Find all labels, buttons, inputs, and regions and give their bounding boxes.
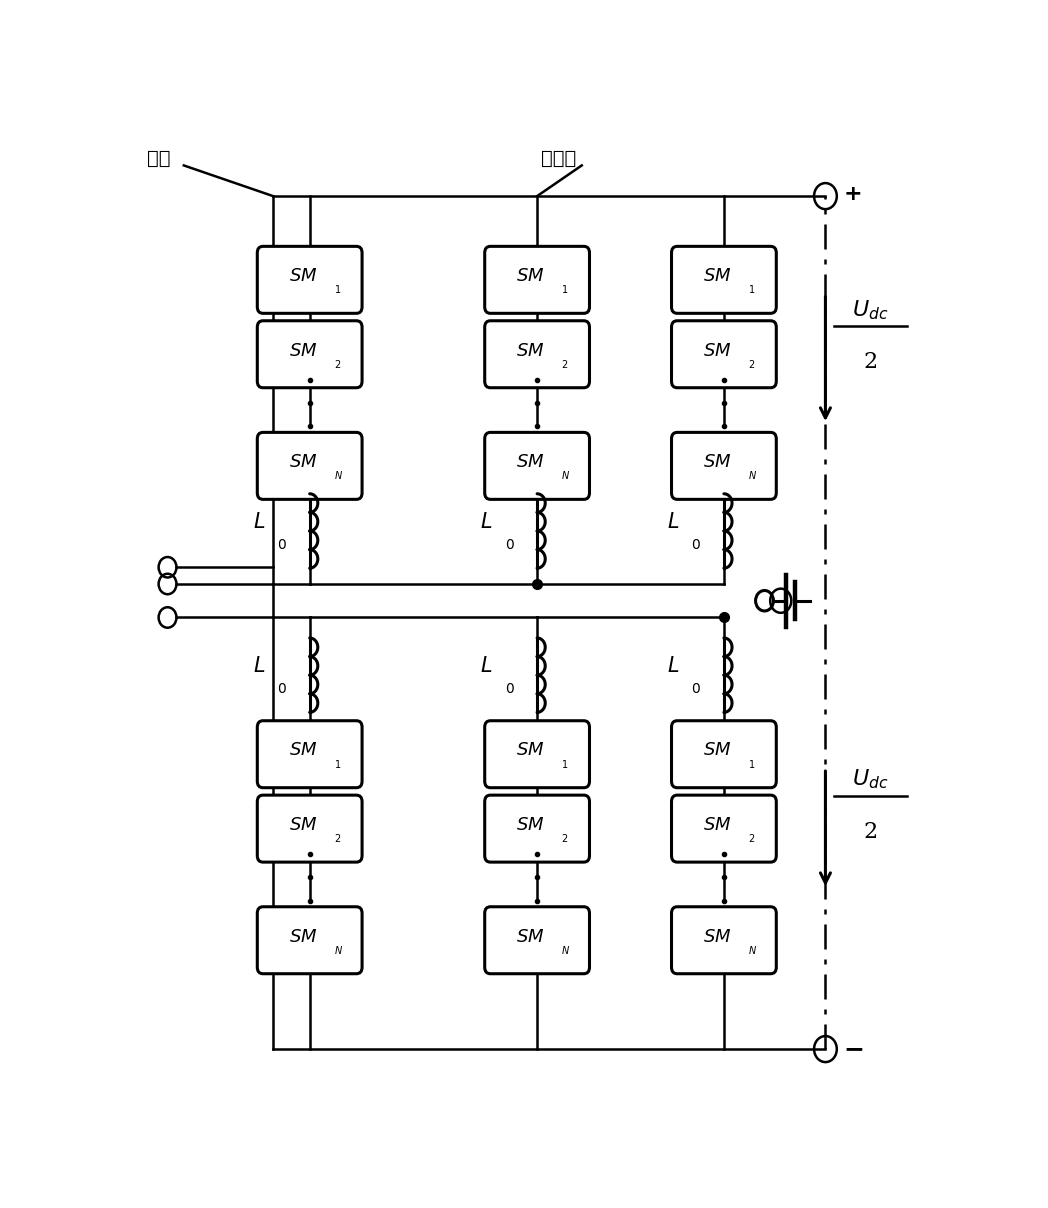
FancyBboxPatch shape <box>672 432 777 499</box>
Text: 2: 2 <box>864 352 877 373</box>
FancyBboxPatch shape <box>485 432 589 499</box>
Text: $_1$: $_1$ <box>562 756 569 771</box>
FancyBboxPatch shape <box>258 246 362 313</box>
Text: $\mathit{SM}$: $\mathit{SM}$ <box>517 267 545 285</box>
Text: $_1$: $_1$ <box>748 756 756 771</box>
Text: $_N$: $_N$ <box>562 942 571 957</box>
Text: 相单元: 相单元 <box>541 150 576 168</box>
Text: $\mathit{SM}$: $\mathit{SM}$ <box>289 742 318 760</box>
Text: $0$: $0$ <box>692 538 701 552</box>
Text: $_1$: $_1$ <box>334 756 342 771</box>
FancyBboxPatch shape <box>258 321 362 388</box>
Text: $\mathit{SM}$: $\mathit{SM}$ <box>703 267 732 285</box>
Text: $0$: $0$ <box>277 538 287 552</box>
Text: $_1$: $_1$ <box>748 283 756 296</box>
Text: $L$: $L$ <box>667 656 679 675</box>
Text: $L$: $L$ <box>253 512 265 532</box>
Text: $\mathit{SM}$: $\mathit{SM}$ <box>517 742 545 760</box>
Text: $\mathit{SM}$: $\mathit{SM}$ <box>703 928 732 946</box>
FancyBboxPatch shape <box>672 321 777 388</box>
Text: −: − <box>844 1038 865 1061</box>
Text: +: + <box>844 185 861 204</box>
Text: $0$: $0$ <box>692 683 701 696</box>
FancyBboxPatch shape <box>258 432 362 499</box>
Text: $\mathit{SM}$: $\mathit{SM}$ <box>517 453 545 471</box>
FancyBboxPatch shape <box>672 907 777 974</box>
Text: $0$: $0$ <box>505 683 515 696</box>
Text: $\mathit{SM}$: $\mathit{SM}$ <box>703 342 732 360</box>
Text: $0$: $0$ <box>277 683 287 696</box>
Text: $_N$: $_N$ <box>334 942 344 957</box>
Text: $_N$: $_N$ <box>748 942 758 957</box>
FancyBboxPatch shape <box>485 795 589 863</box>
Text: $L$: $L$ <box>480 512 493 532</box>
Text: $_1$: $_1$ <box>334 283 342 296</box>
Text: $\mathit{SM}$: $\mathit{SM}$ <box>517 815 545 834</box>
FancyBboxPatch shape <box>485 321 589 388</box>
Text: $_2$: $_2$ <box>748 831 756 844</box>
FancyBboxPatch shape <box>672 721 777 788</box>
Text: $_N$: $_N$ <box>748 469 758 482</box>
FancyBboxPatch shape <box>258 795 362 863</box>
Text: $\mathit{SM}$: $\mathit{SM}$ <box>703 815 732 834</box>
Text: $\mathit{SM}$: $\mathit{SM}$ <box>289 453 318 471</box>
Text: $\mathit{SM}$: $\mathit{SM}$ <box>289 928 318 946</box>
Text: $\mathit{SM}$: $\mathit{SM}$ <box>703 742 732 760</box>
Text: $_N$: $_N$ <box>562 469 571 482</box>
Text: $_2$: $_2$ <box>562 356 569 371</box>
Text: 桥臂: 桥臂 <box>147 150 171 168</box>
FancyBboxPatch shape <box>258 907 362 974</box>
Text: $L$: $L$ <box>480 656 493 675</box>
Text: $_2$: $_2$ <box>334 831 342 844</box>
Text: $\mathit{SM}$: $\mathit{SM}$ <box>289 267 318 285</box>
FancyBboxPatch shape <box>672 795 777 863</box>
Text: 2: 2 <box>864 821 877 843</box>
Text: $_1$: $_1$ <box>562 283 569 296</box>
Text: $\mathit{SM}$: $\mathit{SM}$ <box>289 342 318 360</box>
FancyBboxPatch shape <box>258 721 362 788</box>
Text: $_2$: $_2$ <box>748 356 756 371</box>
Text: $\mathit{SM}$: $\mathit{SM}$ <box>289 815 318 834</box>
Text: $L$: $L$ <box>253 656 265 675</box>
FancyBboxPatch shape <box>485 907 589 974</box>
Text: $U_{dc}$: $U_{dc}$ <box>852 298 889 321</box>
Text: $_N$: $_N$ <box>334 469 344 482</box>
Text: $L$: $L$ <box>667 512 679 532</box>
FancyBboxPatch shape <box>485 721 589 788</box>
Text: $_2$: $_2$ <box>562 831 569 844</box>
Text: $\mathit{SM}$: $\mathit{SM}$ <box>517 928 545 946</box>
FancyBboxPatch shape <box>672 246 777 313</box>
FancyBboxPatch shape <box>485 246 589 313</box>
Text: $0$: $0$ <box>505 538 515 552</box>
Text: $\mathit{SM}$: $\mathit{SM}$ <box>517 342 545 360</box>
Text: $_2$: $_2$ <box>334 356 342 371</box>
Text: $\mathit{SM}$: $\mathit{SM}$ <box>703 453 732 471</box>
Text: $U_{dc}$: $U_{dc}$ <box>852 768 889 791</box>
